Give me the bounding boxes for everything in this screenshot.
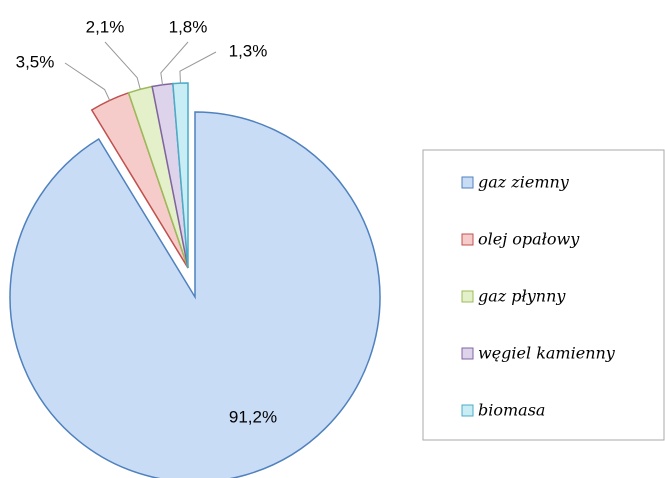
- data-label: 1,8%: [169, 17, 208, 36]
- legend-label: biomasa: [478, 401, 545, 420]
- legend-swatch: [461, 176, 474, 189]
- data-label: 2,1%: [86, 17, 125, 36]
- leader-line: [179, 51, 217, 84]
- legend-swatch: [461, 233, 474, 246]
- legend-swatch: [461, 290, 474, 303]
- data-label: 3,5%: [16, 52, 55, 71]
- data-label: 91,2%: [229, 407, 277, 426]
- data-label: 1,3%: [229, 41, 268, 60]
- pie-slice: [9, 111, 381, 478]
- legend-swatch: [461, 404, 474, 417]
- leader-line: [160, 41, 189, 85]
- leader-line: [64, 62, 111, 101]
- leader-line: [104, 41, 141, 90]
- legend-label: węgiel kamienny: [478, 344, 616, 363]
- legend-label: gaz ziemny: [478, 173, 570, 192]
- legend-swatch: [461, 347, 474, 360]
- legend-label: olej opałowy: [478, 230, 580, 249]
- legend-label: gaz płynny: [478, 287, 566, 306]
